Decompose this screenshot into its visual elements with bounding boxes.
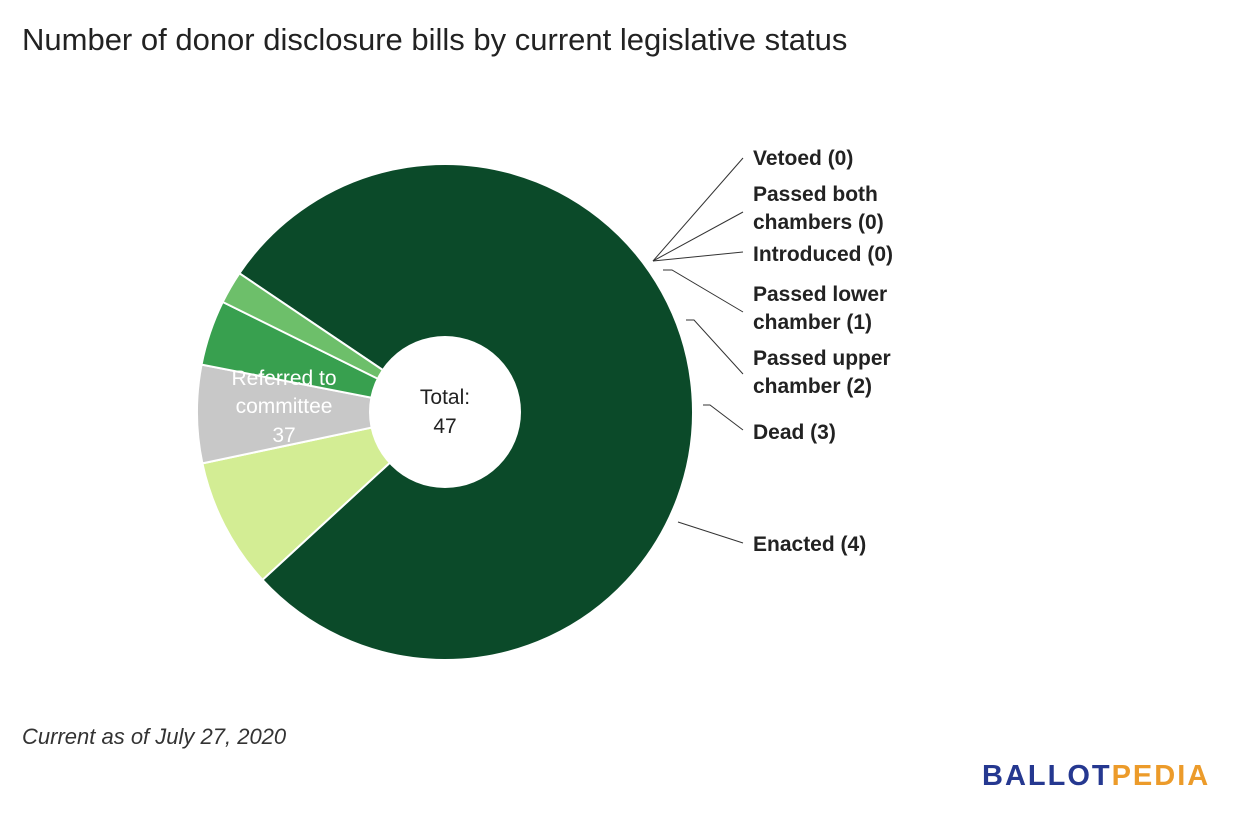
center-total-value: 47 [433,415,456,438]
leader-line-passed-both-chambers [652,211,744,262]
leader-line-introduced [652,251,744,262]
slice-value-referred-to-committee: 37 [272,424,295,447]
leader-line-enacted [677,521,744,544]
logo-part-pedia: PEDIA [1111,760,1211,792]
slice-label-referred-to-committee: Referred to committee [231,367,336,418]
slice-label-dead: Dead (3) [753,421,836,444]
leader-line-passed-lower-chamber [663,269,744,313]
slice-label-enacted: Enacted (4) [753,533,866,556]
leader-line-dead [703,404,744,431]
leader-lines-group [652,157,744,544]
leader-line-vetoed [652,157,744,262]
slice-label-introduced: Introduced (0) [753,243,893,266]
ballotpedia-logo: BALLOTPEDIA [982,760,1210,793]
donut-hole [369,336,521,488]
leader-line-passed-upper-chamber [686,319,744,375]
logo-part-ballot: BALLOT [982,760,1112,792]
slice-label-passed-lower-chamber: Passed lower chamber (1) [753,283,887,334]
slice-label-passed-upper-chamber: Passed upper chamber (2) [753,347,891,398]
slice-labels-group: Referred to committee 37 Enacted (4) Dead (3… [231,147,893,556]
chart-title: Number of donor disclosure bills by curr… [22,22,848,57]
slice-label-passed-both-chambers: Passed both chambers (0) [753,183,884,234]
footnote: Current as of July 27, 2020 [22,724,287,749]
center-total-label: Total: [420,386,470,409]
slice-label-vetoed: Vetoed (0) [753,147,853,170]
